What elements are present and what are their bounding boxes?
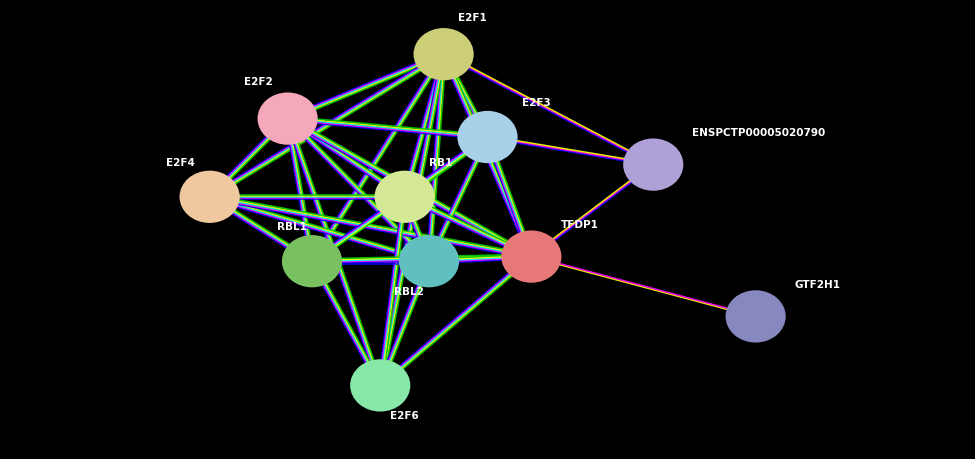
- Text: RBL2: RBL2: [394, 286, 424, 296]
- Ellipse shape: [726, 291, 785, 342]
- Text: E2F4: E2F4: [166, 157, 195, 168]
- Ellipse shape: [180, 172, 239, 223]
- Text: TFDP1: TFDP1: [561, 219, 599, 230]
- Text: RBL1: RBL1: [277, 222, 307, 232]
- Ellipse shape: [375, 172, 434, 223]
- Ellipse shape: [458, 112, 517, 163]
- Ellipse shape: [258, 94, 317, 145]
- Text: GTF2H1: GTF2H1: [795, 279, 840, 289]
- Text: E2F1: E2F1: [458, 13, 487, 23]
- Ellipse shape: [351, 360, 410, 411]
- Text: ENSPCTP00005020790: ENSPCTP00005020790: [692, 128, 826, 138]
- Text: E2F3: E2F3: [522, 98, 550, 108]
- Text: E2F2: E2F2: [245, 77, 273, 87]
- Ellipse shape: [283, 236, 341, 287]
- Ellipse shape: [502, 232, 561, 282]
- Text: RB1: RB1: [429, 157, 452, 168]
- Text: E2F6: E2F6: [390, 410, 418, 420]
- Ellipse shape: [624, 140, 682, 190]
- Ellipse shape: [400, 236, 458, 287]
- Ellipse shape: [414, 30, 473, 80]
